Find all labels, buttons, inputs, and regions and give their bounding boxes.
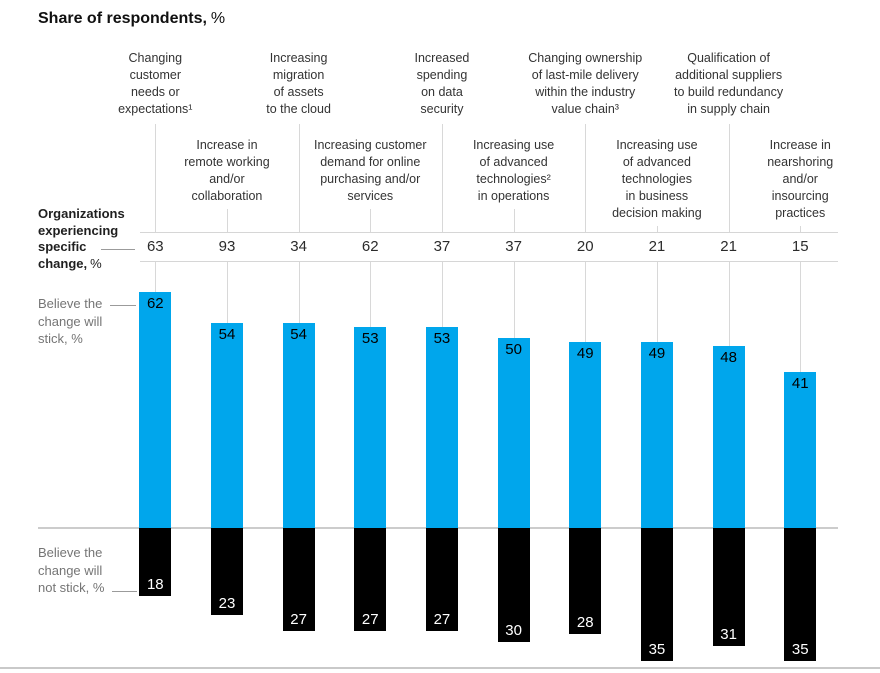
stick-bar: 53 — [425, 326, 458, 528]
experiencing-value: 37 — [505, 238, 522, 255]
column-header: Changing ownership of last-mile delivery… — [528, 51, 643, 116]
column-tick-upper — [298, 124, 300, 232]
experiencing-value: 37 — [433, 238, 451, 255]
not-stick-bar: 35 — [784, 528, 817, 661]
row-label-experiencing-text: Organizations experiencing specific chan… — [38, 205, 125, 272]
column-tick-upper — [656, 226, 658, 232]
page-title-text: Share of respondents, — [38, 10, 207, 27]
experiencing-value: 34 — [290, 238, 307, 255]
connector-dash-stick — [110, 305, 136, 306]
not-stick-value: 31 — [720, 625, 737, 643]
stick-value: 49 — [648, 344, 666, 362]
stick-bar: 54 — [210, 322, 243, 528]
column-tick-lower — [513, 262, 515, 338]
not-stick-value: 30 — [505, 622, 522, 639]
numbers-band-top-line — [140, 232, 838, 233]
stick-bar: 53 — [354, 326, 387, 528]
experiencing-value: 21 — [648, 238, 666, 255]
not-stick-bar: 27 — [282, 528, 315, 631]
bottom-rule — [0, 667, 880, 669]
column-tick-upper — [585, 124, 587, 232]
not-stick-bar: 35 — [640, 528, 673, 661]
not-stick-bar: 27 — [425, 528, 458, 631]
row-label-stick: Believe the change will stick, % — [38, 296, 103, 346]
not-stick-value: 35 — [791, 641, 809, 658]
experiencing-value: 63 — [146, 238, 164, 255]
row-label-not-stick: Believe the change will not stick, % — [38, 545, 105, 595]
column-header: Qualification of additional suppliers to… — [674, 51, 784, 116]
column-tick-upper — [800, 226, 802, 232]
not-stick-value: 27 — [290, 610, 307, 628]
stick-bar: 49 — [569, 341, 602, 528]
not-stick-bar: 23 — [210, 528, 243, 616]
column-tick-upper — [226, 209, 228, 232]
column-header: Increase in remote working and/or collab… — [184, 138, 270, 203]
stick-value: 50 — [505, 341, 522, 358]
stick-value: 54 — [290, 325, 307, 343]
row-label-experiencing-unit: % — [90, 256, 102, 272]
not-stick-value: 27 — [361, 610, 379, 628]
stick-value: 53 — [433, 329, 451, 347]
row-label-experiencing: Organizations experiencing specific chan… — [38, 189, 148, 273]
column-tick-lower — [155, 262, 157, 293]
not-stick-value: 35 — [648, 641, 666, 658]
not-stick-bar: 18 — [139, 528, 172, 597]
column-tick-upper — [441, 124, 443, 232]
experiencing-value: 62 — [361, 238, 379, 255]
stick-value: 54 — [218, 325, 236, 343]
column-header: Increasing use of advanced technologies²… — [472, 138, 555, 203]
column-tick-lower — [656, 262, 658, 342]
not-stick-bar: 31 — [712, 528, 745, 646]
column-tick-upper — [370, 209, 372, 232]
column-header: Increased spending on data security — [414, 51, 470, 116]
connector-dash-experiencing — [101, 249, 135, 250]
stick-bar: 49 — [640, 341, 673, 528]
column-tick-lower — [441, 262, 443, 327]
not-stick-bar: 27 — [354, 528, 387, 631]
stick-value: 62 — [146, 295, 164, 313]
experiencing-value: 15 — [791, 238, 809, 255]
not-stick-value: 18 — [146, 576, 164, 594]
not-stick-value: 27 — [433, 610, 451, 628]
stick-bar: 50 — [497, 338, 530, 528]
not-stick-bar: 30 — [497, 528, 530, 642]
experiencing-value: 21 — [720, 238, 737, 255]
column-header: Increasing migration of assets to the cl… — [266, 51, 331, 116]
stick-value: 41 — [791, 375, 809, 393]
stick-bar: 54 — [282, 322, 315, 528]
page-title: Share of respondents,% — [38, 10, 225, 28]
column-header: Increasing use of advanced technologies … — [612, 138, 702, 220]
column-tick-upper — [155, 124, 157, 232]
stick-bar: 62 — [139, 292, 172, 528]
stick-bar: 48 — [712, 345, 745, 528]
column-tick-lower — [370, 262, 372, 327]
column-tick-upper — [728, 124, 730, 232]
stick-value: 48 — [720, 348, 737, 366]
column-header: Changing customer needs or expectations¹ — [118, 51, 193, 116]
column-header: Increase in nearshoring and/or insourcin… — [767, 138, 834, 220]
stick-bar: 41 — [784, 372, 817, 528]
experiencing-value: 20 — [576, 238, 594, 255]
column-header: Increasing customer demand for online pu… — [313, 138, 427, 203]
column-tick-lower — [585, 262, 587, 342]
numbers-band-bottom-line — [140, 261, 838, 262]
stick-value: 53 — [361, 329, 379, 347]
column-tick-lower — [226, 262, 228, 323]
column-tick-upper — [513, 209, 515, 232]
column-tick-lower — [800, 262, 802, 373]
not-stick-value: 23 — [218, 595, 236, 613]
connector-dash-not-stick — [112, 591, 137, 592]
stick-value: 49 — [576, 344, 594, 362]
column-tick-lower — [728, 262, 730, 346]
experiencing-value: 93 — [218, 238, 236, 255]
not-stick-value: 28 — [576, 614, 594, 632]
column-tick-lower — [298, 262, 300, 323]
page-title-unit: % — [210, 10, 226, 27]
not-stick-bar: 28 — [569, 528, 602, 635]
